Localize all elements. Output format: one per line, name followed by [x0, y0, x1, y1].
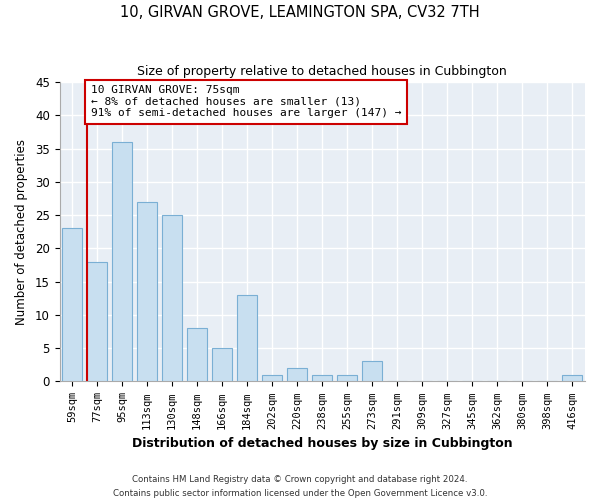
Bar — [187, 328, 207, 382]
Bar — [237, 295, 257, 382]
Bar — [212, 348, 232, 382]
Bar — [337, 375, 358, 382]
Bar — [262, 375, 282, 382]
Bar — [87, 262, 107, 382]
X-axis label: Distribution of detached houses by size in Cubbington: Distribution of detached houses by size … — [132, 437, 512, 450]
Bar — [112, 142, 132, 382]
Title: Size of property relative to detached houses in Cubbington: Size of property relative to detached ho… — [137, 65, 507, 78]
Bar — [562, 375, 583, 382]
Bar — [312, 375, 332, 382]
Bar — [62, 228, 82, 382]
Bar — [362, 362, 382, 382]
Text: 10, GIRVAN GROVE, LEAMINGTON SPA, CV32 7TH: 10, GIRVAN GROVE, LEAMINGTON SPA, CV32 7… — [120, 5, 480, 20]
Bar — [162, 215, 182, 382]
Text: 10 GIRVAN GROVE: 75sqm
← 8% of detached houses are smaller (13)
91% of semi-deta: 10 GIRVAN GROVE: 75sqm ← 8% of detached … — [91, 86, 401, 118]
Bar — [137, 202, 157, 382]
Text: Contains HM Land Registry data © Crown copyright and database right 2024.
Contai: Contains HM Land Registry data © Crown c… — [113, 476, 487, 498]
Y-axis label: Number of detached properties: Number of detached properties — [15, 138, 28, 324]
Bar — [287, 368, 307, 382]
